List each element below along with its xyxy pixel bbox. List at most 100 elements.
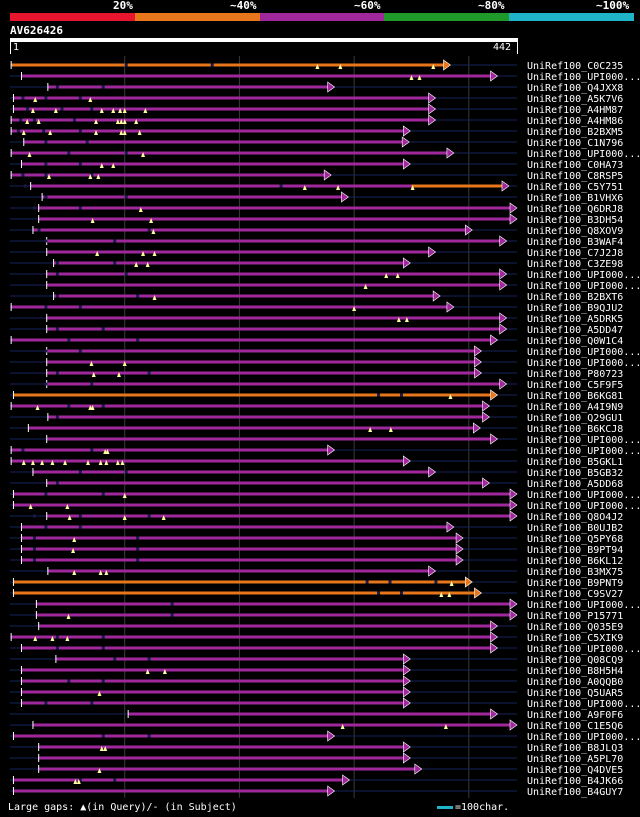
- hit-label[interactable]: UniRef100_Q4DVE5: [527, 765, 623, 776]
- hit-arrowhead: [490, 433, 499, 445]
- query-gap-marker: [439, 592, 444, 597]
- hit-label[interactable]: UniRef100_B5GKL1: [527, 457, 623, 468]
- gaps-legend: Large gaps: ▲(in Query)/- (in Subject): [8, 802, 237, 813]
- hit-label[interactable]: UniRef100_A5DD47: [527, 325, 623, 336]
- hit-label[interactable]: UniRef100_C1N796: [527, 138, 623, 149]
- hit-label[interactable]: UniRef100_C3ZE98: [527, 259, 623, 270]
- hit-label[interactable]: UniRef100_B3WAF4: [527, 237, 623, 248]
- hit-label[interactable]: UniRef100_A5PL70: [527, 754, 623, 765]
- query-ruler: 1 442: [10, 37, 518, 55]
- hit-label[interactable]: UniRef100_A5DRK5: [527, 314, 623, 325]
- hit-label[interactable]: UniRef100_B4GUY7: [527, 787, 623, 798]
- hit-label[interactable]: UniRef100_UPI000...: [527, 446, 640, 457]
- hit-label[interactable]: UniRef100_B6KCJ8: [527, 424, 623, 435]
- hit-label[interactable]: UniRef100_B9PT94: [527, 545, 623, 556]
- hit-label[interactable]: UniRef100_Q8O4J2: [527, 512, 623, 523]
- query-gap-marker: [410, 185, 415, 190]
- hit-label[interactable]: UniRef100_P80723: [527, 369, 623, 380]
- hit-label[interactable]: UniRef100_Q5PY68: [527, 534, 623, 545]
- hit-label[interactable]: UniRef100_UPI000...: [527, 644, 640, 655]
- hit-bar: [21, 701, 405, 705]
- query-gap-marker: [67, 515, 72, 520]
- hit-label[interactable]: UniRef100_C1E5Q6: [527, 721, 623, 732]
- hit-bar: [11, 151, 448, 155]
- hit-label[interactable]: UniRef100_UPI000...: [527, 699, 640, 710]
- hit-label[interactable]: UniRef100_C0HA73: [527, 160, 623, 171]
- hit-arrowhead: [403, 257, 411, 269]
- query-gap-marker: [35, 405, 40, 410]
- hit-bar: [46, 327, 501, 331]
- hit-label[interactable]: UniRef100_Q035E9: [527, 622, 623, 633]
- query-gap-marker: [91, 372, 96, 377]
- hit-label[interactable]: UniRef100_B8JLQ3: [527, 743, 623, 754]
- hit-label[interactable]: UniRef100_C5Y751: [527, 182, 623, 193]
- hit-label[interactable]: UniRef100_A9F0F6: [527, 710, 623, 721]
- hit-label[interactable]: UniRef100_B2BXT6: [527, 292, 623, 303]
- hit-arrowhead: [509, 598, 518, 610]
- hit-label[interactable]: UniRef100_Q8XOV9: [527, 226, 623, 237]
- hit-bar: [21, 690, 405, 694]
- hit-label[interactable]: UniRef100_A4HM87: [527, 105, 623, 116]
- hit-label[interactable]: UniRef100_C9SV27: [527, 589, 623, 600]
- query-gap-marker: [409, 75, 414, 80]
- query-gap-marker: [25, 119, 30, 124]
- hit-label[interactable]: UniRef100_P15771: [527, 611, 623, 622]
- query-gap-marker: [105, 449, 110, 454]
- hit-label[interactable]: UniRef100_UPI000...: [527, 72, 640, 83]
- scale-legend-text: =100char.: [455, 802, 510, 813]
- hit-label[interactable]: UniRef100_Q5UAR5: [527, 688, 623, 699]
- hit-label[interactable]: UniRef100_UPI000...: [527, 732, 640, 743]
- hit-label[interactable]: UniRef100_Q6DRJ8: [527, 204, 623, 215]
- hit-label[interactable]: UniRef100_C5XIK9: [527, 633, 623, 644]
- hit-label[interactable]: UniRef100_A5K7V6: [527, 94, 623, 105]
- hit-label[interactable]: UniRef100_B5GB32: [527, 468, 623, 479]
- hit-label[interactable]: UniRef100_Q08CQ9: [527, 655, 623, 666]
- hit-bar: [13, 96, 430, 100]
- hit-label[interactable]: UniRef100_Q0W1C4: [527, 336, 623, 347]
- query-gap-marker: [443, 724, 448, 729]
- hit-arrowhead: [446, 301, 455, 313]
- hit-label[interactable]: UniRef100_C8RSP5: [527, 171, 623, 182]
- query-gap-marker: [396, 317, 401, 322]
- hit-label[interactable]: UniRef100_B6KL12: [527, 556, 623, 567]
- hit-label[interactable]: UniRef100_UPI000...: [527, 358, 640, 369]
- hit-label[interactable]: UniRef100_A5DD68: [527, 479, 623, 490]
- hit-label[interactable]: UniRef100_B9QJU2: [527, 303, 623, 314]
- hit-arrowhead: [474, 345, 482, 357]
- hit-label[interactable]: UniRef100_UPI000...: [527, 501, 640, 512]
- hit-label[interactable]: UniRef100_UPI000...: [527, 270, 640, 281]
- hit-label[interactable]: UniRef100_B6KG81: [527, 391, 623, 402]
- query-gap-marker: [73, 779, 78, 784]
- hit-label[interactable]: UniRef100_B0UJB2: [527, 523, 623, 534]
- hit-arrowhead: [472, 422, 481, 434]
- hit-arrowhead: [403, 653, 411, 665]
- hit-label[interactable]: UniRef100_B3DH54: [527, 215, 623, 226]
- hit-label[interactable]: UniRef100_UPI000...: [527, 490, 640, 501]
- hit-label[interactable]: UniRef100_UPI000...: [527, 347, 640, 358]
- hit-label[interactable]: UniRef100_B4JK66: [527, 776, 623, 787]
- hit-bar: [11, 448, 329, 452]
- hit-label[interactable]: UniRef100_C0C235: [527, 61, 623, 72]
- hit-label[interactable]: UniRef100_A0QQB0: [527, 677, 623, 688]
- hit-label[interactable]: UniRef100_B3MX75: [527, 567, 623, 578]
- hit-bar: [23, 140, 404, 144]
- hit-bar: [38, 756, 405, 760]
- hit-label[interactable]: UniRef100_B9PNT9: [527, 578, 623, 589]
- hit-label[interactable]: UniRef100_UPI000...: [527, 281, 640, 292]
- hit-label[interactable]: UniRef100_UPI000...: [527, 600, 640, 611]
- hit-label[interactable]: UniRef100_UPI000...: [527, 435, 640, 446]
- hit-label[interactable]: UniRef100_B8H5H4: [527, 666, 623, 677]
- hit-label[interactable]: UniRef100_A4HM86: [527, 116, 623, 127]
- hit-arrowhead: [446, 521, 455, 533]
- hit-label[interactable]: UniRef100_Q29GU1: [527, 413, 623, 424]
- hit-arrowhead: [403, 697, 411, 709]
- hit-arrowhead: [499, 323, 508, 335]
- hit-label[interactable]: UniRef100_B2BXM5: [527, 127, 623, 138]
- hit-label[interactable]: UniRef100_C7J2J8: [527, 248, 623, 259]
- hit-label[interactable]: UniRef100_C5F9F5: [527, 380, 623, 391]
- hit-label[interactable]: UniRef100_A4I9N9: [527, 402, 623, 413]
- hit-label[interactable]: UniRef100_Q4JXX8: [527, 83, 623, 94]
- hit-label[interactable]: UniRef100_B1VHX6: [527, 193, 623, 204]
- hit-label[interactable]: UniRef100_UPI000...: [527, 149, 640, 160]
- query-gap-marker: [118, 108, 123, 113]
